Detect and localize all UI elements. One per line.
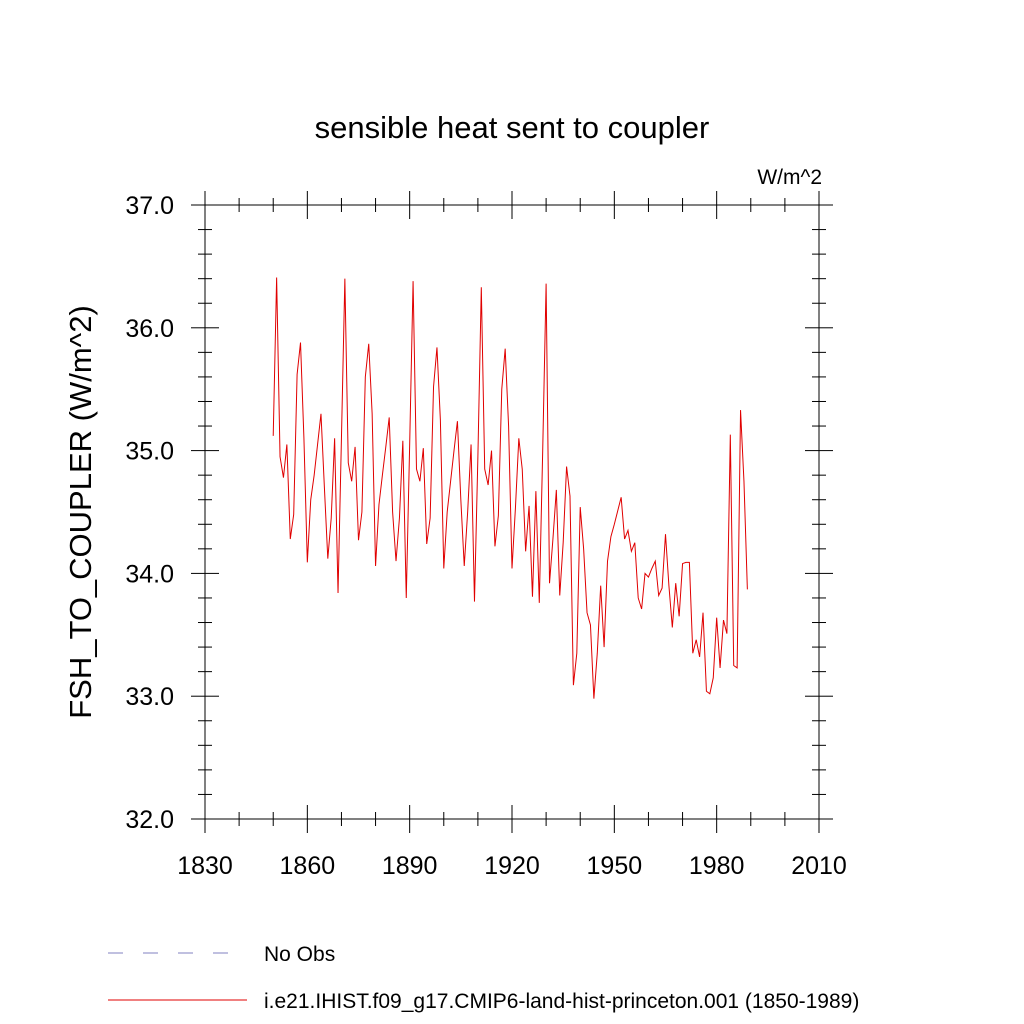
x-tick-label: 2010	[791, 852, 847, 880]
x-tick-label: 1830	[177, 852, 233, 880]
y-tick-label: 33.0	[125, 683, 174, 711]
units-label: W/m^2	[757, 166, 822, 189]
legend-label: i.e21.IHIST.f09_g17.CMIP6-land-hist-prin…	[264, 990, 859, 1013]
y-tick-label: 35.0	[125, 438, 174, 466]
y-tick-label: 32.0	[125, 806, 174, 834]
y-tick-label: 34.0	[125, 560, 174, 588]
series-layer	[272, 277, 748, 699]
x-tick-label: 1890	[382, 852, 438, 880]
x-tick-label: 1980	[689, 852, 745, 880]
y-tick-label: 36.0	[125, 315, 174, 343]
ticks	[191, 191, 833, 833]
series-line	[272, 277, 748, 699]
legend: No Obs i.e21.IHIST.f09_g17.CMIP6-land-his…	[108, 943, 859, 1013]
x-tick-label: 1920	[484, 852, 540, 880]
x-tick-label: 1950	[587, 852, 643, 880]
legend-label: No Obs	[264, 943, 335, 966]
tick-labels: 1830 1860 1890 1920 1950 1980 2010 32.0 33.0 34.0…	[125, 192, 846, 880]
y-axis-label: FSH_TO_COUPLER (W/m^2)	[63, 305, 98, 719]
y-tick-label: 37.0	[125, 192, 174, 220]
x-tick-label: 1860	[280, 852, 336, 880]
chart-title: sensible heat sent to coupler	[315, 110, 710, 145]
plot-frame	[204, 204, 820, 820]
